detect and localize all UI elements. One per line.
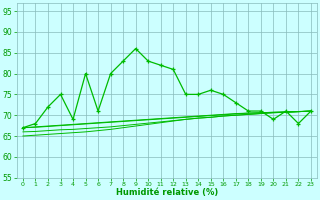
X-axis label: Humidité relative (%): Humidité relative (%) bbox=[116, 188, 218, 197]
